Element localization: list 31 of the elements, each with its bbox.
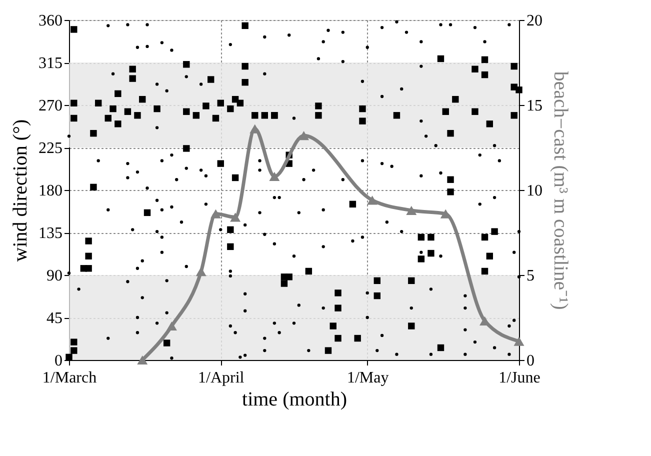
- y2-tick-label: 15: [526, 98, 542, 114]
- point: [514, 336, 524, 346]
- x-tick-label: 1/April: [198, 370, 245, 386]
- point: [367, 196, 378, 205]
- y-tick-label: 360: [38, 12, 62, 30]
- point: [298, 131, 310, 140]
- y2-axis-title: beach−cast (m³ m coastline⁻¹): [550, 71, 572, 310]
- y-tick-label: 180: [38, 182, 62, 200]
- point: [166, 321, 177, 331]
- y2-tick-label: 5: [526, 268, 534, 284]
- x-tick-label: 1/March: [42, 370, 97, 386]
- point: [269, 172, 280, 181]
- point: [230, 212, 241, 222]
- y-tick-label: 270: [38, 98, 62, 114]
- x-tick-label: 1/May: [346, 370, 389, 386]
- y2-tick-label: 0: [526, 352, 534, 370]
- y-tick-label: 135: [38, 225, 62, 242]
- x-tick-label: 1/June: [498, 370, 540, 386]
- y2-tick-label: 20: [526, 12, 542, 30]
- y-tick-label: 45: [46, 310, 62, 327]
- point: [406, 206, 417, 215]
- point: [210, 209, 221, 218]
- point: [137, 355, 148, 365]
- y-tick-label: 90: [46, 268, 62, 284]
- y-axis-title: wind direction (°): [10, 119, 32, 262]
- y-tick-label: 225: [38, 140, 62, 157]
- y2-tick-label: 10: [526, 182, 542, 200]
- point: [196, 267, 206, 276]
- y-tick-label: 0: [54, 352, 62, 370]
- y-tick-label: 315: [38, 55, 62, 72]
- x-axis-title: time (month): [242, 388, 347, 410]
